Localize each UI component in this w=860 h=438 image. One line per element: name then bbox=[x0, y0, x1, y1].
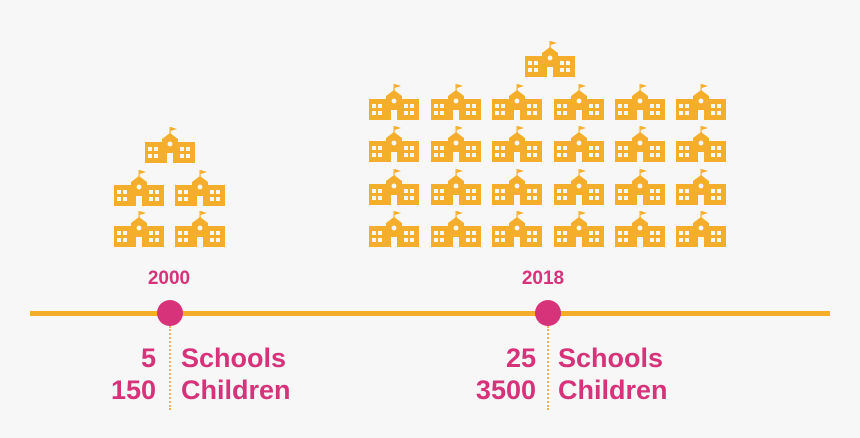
school-icon bbox=[554, 211, 604, 247]
school-icon bbox=[676, 211, 726, 247]
school-icon bbox=[145, 127, 195, 163]
school-icon bbox=[431, 126, 481, 162]
school-icon bbox=[492, 84, 542, 120]
school-icon bbox=[114, 170, 164, 206]
divider-2000 bbox=[169, 326, 171, 410]
school-icon bbox=[525, 41, 575, 77]
schools-label-2000: Schools bbox=[181, 343, 287, 373]
school-icon bbox=[175, 170, 225, 206]
school-icon bbox=[369, 169, 419, 205]
school-icon bbox=[676, 84, 726, 120]
children-count-2018: 3500 bbox=[475, 375, 536, 405]
school-icon bbox=[554, 84, 604, 120]
school-icon bbox=[431, 211, 481, 247]
timeline-dot-2018 bbox=[535, 300, 561, 326]
school-icon bbox=[554, 126, 604, 162]
school-icon bbox=[369, 211, 419, 247]
divider-2018 bbox=[547, 326, 549, 410]
children-label-2000: Children bbox=[181, 375, 291, 405]
school-icon bbox=[175, 211, 225, 247]
school-icon bbox=[492, 126, 542, 162]
schools-count-2000: 5 bbox=[140, 343, 156, 373]
school-icon bbox=[369, 84, 419, 120]
schools-label-2018: Schools bbox=[558, 343, 664, 373]
school-icon bbox=[431, 169, 481, 205]
school-icon bbox=[492, 169, 542, 205]
school-icon bbox=[492, 211, 542, 247]
school-icon bbox=[615, 126, 665, 162]
school-icon bbox=[676, 126, 726, 162]
school-icon bbox=[615, 84, 665, 120]
year-2000-label: 2000 bbox=[147, 268, 191, 289]
school-icon bbox=[615, 169, 665, 205]
school-icon bbox=[114, 211, 164, 247]
timeline-dot-2000 bbox=[157, 300, 183, 326]
schools-count-2018: 25 bbox=[505, 343, 536, 373]
school-icon bbox=[431, 84, 481, 120]
year-2018-label: 2018 bbox=[521, 268, 565, 289]
school-icon bbox=[369, 126, 419, 162]
school-icon bbox=[615, 211, 665, 247]
school-icon bbox=[676, 169, 726, 205]
children-label-2018: Children bbox=[558, 375, 668, 405]
school-icon bbox=[554, 169, 604, 205]
children-count-2000: 150 bbox=[110, 375, 156, 405]
timeline-line bbox=[30, 311, 830, 316]
